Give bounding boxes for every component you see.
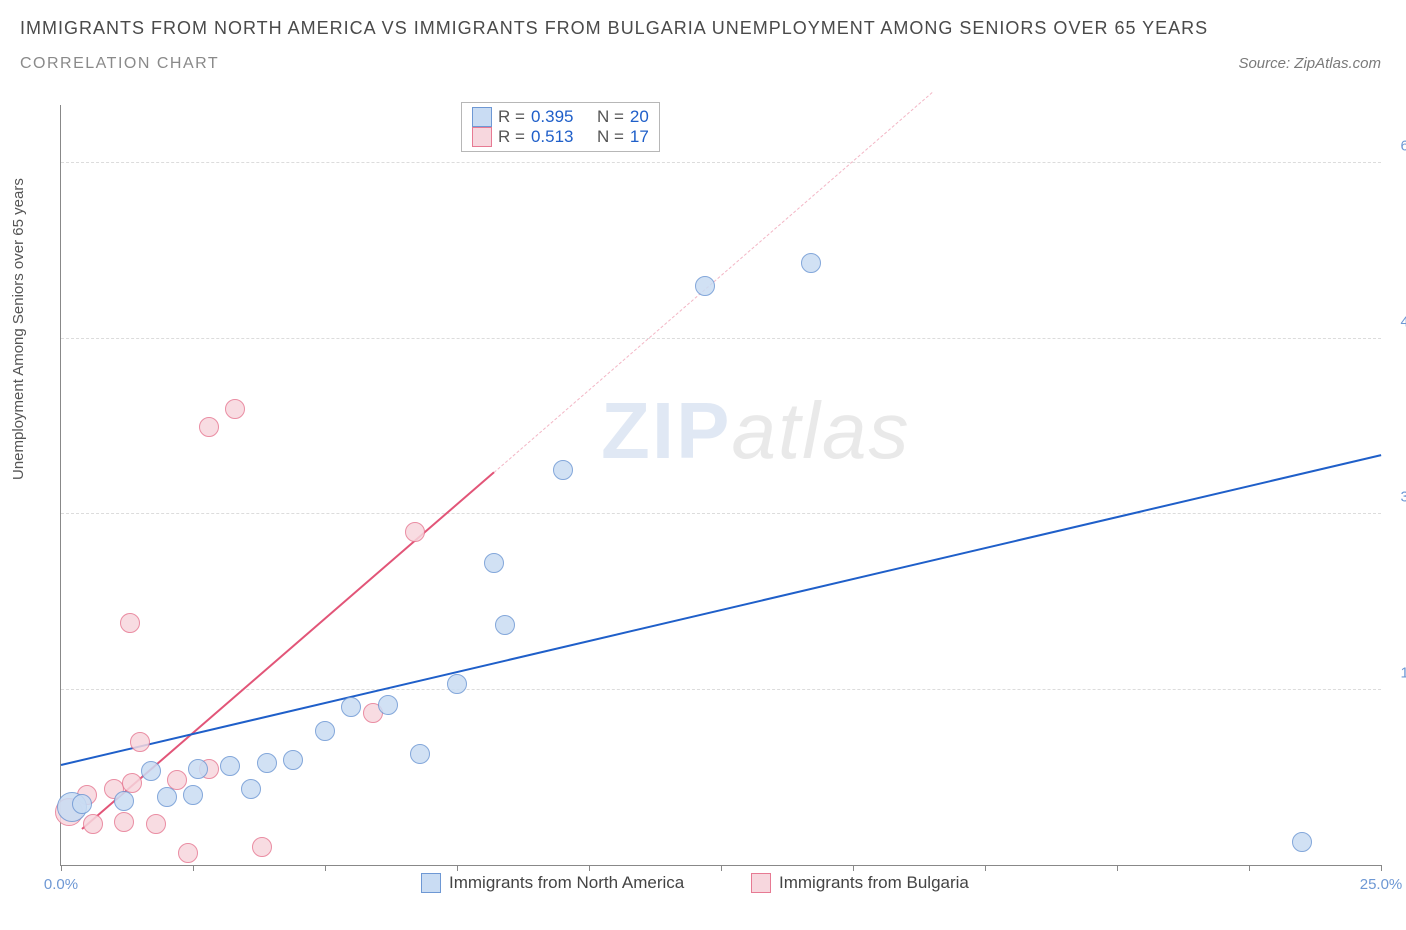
correlation-legend: R = 0.395 N = 20 R = 0.513 N = 17 — [461, 102, 660, 152]
y-tick-label: 60.0% — [1388, 138, 1406, 155]
point-bulgaria — [130, 732, 150, 752]
x-tick — [853, 865, 854, 871]
legend-label: Immigrants from Bulgaria — [779, 873, 969, 893]
point-north-america — [188, 759, 208, 779]
legend-label: Immigrants from North America — [449, 873, 684, 893]
gridline — [61, 689, 1381, 690]
gridline — [61, 162, 1381, 163]
point-bulgaria — [199, 417, 219, 437]
point-north-america — [447, 674, 467, 694]
legend-row: R = 0.513 N = 17 — [472, 127, 649, 147]
x-tick — [589, 865, 590, 871]
point-north-america — [283, 750, 303, 770]
x-tick — [1249, 865, 1250, 871]
point-bulgaria — [252, 837, 272, 857]
y-axis-label: Unemployment Among Seniors over 65 years — [10, 178, 27, 480]
legend-swatch — [472, 127, 492, 147]
x-tick — [325, 865, 326, 871]
chart-subtitle: CORRELATION CHART — [20, 55, 219, 73]
point-north-america — [341, 697, 361, 717]
x-tick — [1117, 865, 1118, 871]
point-north-america — [72, 794, 92, 814]
point-bulgaria — [83, 814, 103, 834]
point-north-america — [495, 615, 515, 635]
point-north-america — [315, 721, 335, 741]
legend-swatch — [751, 873, 771, 893]
y-tick-label: 15.0% — [1388, 664, 1406, 681]
point-north-america — [553, 460, 573, 480]
x-tick — [193, 865, 194, 871]
x-tick-label: 25.0% — [1360, 876, 1403, 893]
x-tick — [985, 865, 986, 871]
y-tick-label: 45.0% — [1388, 313, 1406, 330]
x-tick — [1381, 865, 1382, 871]
gridline — [61, 513, 1381, 514]
point-north-america — [484, 553, 504, 573]
scatter-plot-area: ZIPatlas 15.0%30.0%45.0%60.0%0.0%25.0% R… — [60, 105, 1381, 866]
point-north-america — [1292, 832, 1312, 852]
point-bulgaria — [114, 812, 134, 832]
watermark: ZIPatlas — [601, 385, 910, 477]
point-north-america — [141, 761, 161, 781]
point-bulgaria — [146, 814, 166, 834]
point-north-america — [114, 791, 134, 811]
point-north-america — [220, 756, 240, 776]
series-legend-item: Immigrants from North America — [421, 873, 684, 893]
point-north-america — [801, 253, 821, 273]
point-bulgaria — [167, 770, 187, 790]
x-tick-label: 0.0% — [44, 876, 78, 893]
x-tick — [61, 865, 62, 871]
point-north-america — [410, 744, 430, 764]
trend-line — [61, 454, 1381, 766]
point-north-america — [183, 785, 203, 805]
chart-title: IMMIGRANTS FROM NORTH AMERICA VS IMMIGRA… — [20, 18, 1208, 39]
point-bulgaria — [225, 399, 245, 419]
point-north-america — [695, 276, 715, 296]
point-bulgaria — [120, 613, 140, 633]
gridline — [61, 338, 1381, 339]
point-north-america — [241, 779, 261, 799]
y-tick-label: 30.0% — [1388, 489, 1406, 506]
point-bulgaria — [405, 522, 425, 542]
source-attribution: Source: ZipAtlas.com — [1238, 55, 1381, 72]
x-tick — [457, 865, 458, 871]
point-north-america — [257, 753, 277, 773]
legend-swatch — [472, 107, 492, 127]
series-legend-item: Immigrants from Bulgaria — [751, 873, 969, 893]
point-north-america — [157, 787, 177, 807]
x-tick — [721, 865, 722, 871]
point-north-america — [378, 695, 398, 715]
point-bulgaria — [178, 843, 198, 863]
legend-row: R = 0.395 N = 20 — [472, 107, 649, 127]
legend-swatch — [421, 873, 441, 893]
